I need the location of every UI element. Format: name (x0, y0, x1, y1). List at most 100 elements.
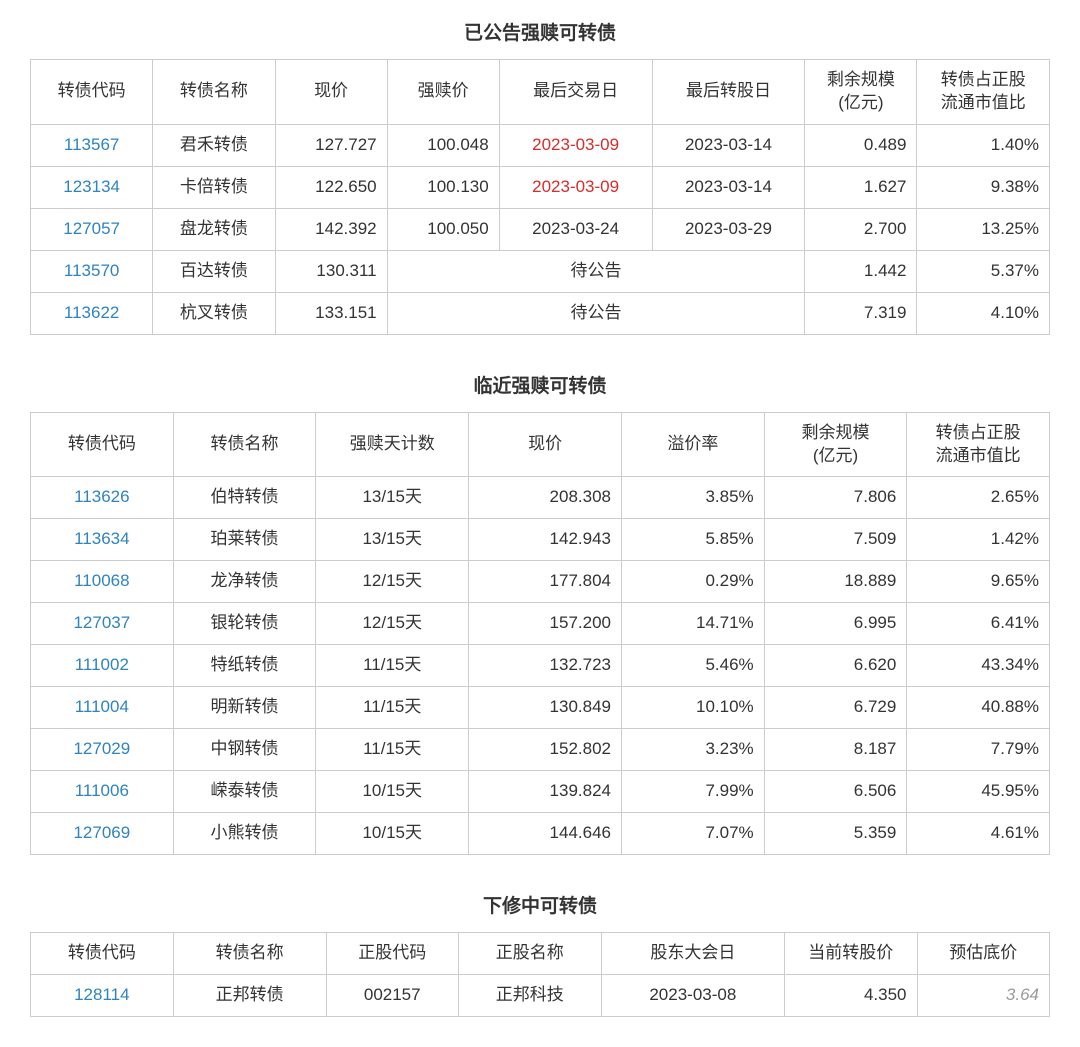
bond-code-cell: 127037 (31, 603, 174, 645)
bond-name-cell: 嵘泰转债 (173, 771, 316, 813)
table-row: 113622 杭叉转债133.151待公告7.3194.10% (31, 292, 1050, 334)
days-cell: 11/15天 (316, 645, 469, 687)
premium-cell: 14.71% (622, 603, 765, 645)
ratio-cell: 43.34% (907, 645, 1050, 687)
table-row: 113567君禾转债127.727100.0482023-03-092023-0… (31, 124, 1050, 166)
ratio-cell: 4.10% (917, 292, 1050, 334)
section-title-downward: 下修中可转债 (30, 891, 1050, 918)
price-cell: 144.646 (469, 812, 622, 854)
premium-cell: 3.85% (622, 477, 765, 519)
bond-code-cell: 123134 (31, 166, 153, 208)
last-trade-date-cell: 2023-03-09 (499, 124, 652, 166)
table-row: 127069小熊转债10/15天144.6467.07%5.3594.61% (31, 812, 1050, 854)
table-row: 110068龙净转债12/15天177.8040.29%18.8899.65% (31, 561, 1050, 603)
bond-name-cell: 杭叉转债 (153, 292, 275, 334)
bond-name-cell: 明新转债 (173, 687, 316, 729)
bond-code-link[interactable]: 113634 (74, 529, 129, 548)
bond-code-cell: 111004 (31, 687, 174, 729)
bond-code-link[interactable]: 123134 (63, 177, 120, 196)
remain-cell: 18.889 (764, 561, 907, 603)
bond-code-link[interactable]: 128114 (74, 985, 129, 1004)
column-header: 转债代码 (31, 412, 174, 477)
last-conv-date-cell: 2023-03-14 (652, 166, 805, 208)
table-row: 111006嵘泰转债10/15天139.8247.99%6.50645.95% (31, 771, 1050, 813)
bond-code-link[interactable]: 111006 (75, 781, 129, 800)
bond-code-link[interactable]: 113626 (74, 487, 129, 506)
ratio-cell: 5.37% (917, 250, 1050, 292)
table-row: 111002 特纸转债11/15天132.7235.46%6.62043.34% (31, 645, 1050, 687)
premium-cell: 3.23% (622, 729, 765, 771)
price-cell: 152.802 (469, 729, 622, 771)
price-cell: 132.723 (469, 645, 622, 687)
cur-price-cell: 4.350 (785, 974, 917, 1016)
price-cell: 130.311 (275, 250, 387, 292)
bond-code-cell: 127069 (31, 812, 174, 854)
bond-code-link[interactable]: 127069 (73, 823, 130, 842)
remain-cell: 6.995 (764, 603, 907, 645)
last-conv-date-cell: 2023-03-14 (652, 124, 805, 166)
bond-code-link[interactable]: 111004 (75, 697, 129, 716)
bond-code-link[interactable]: 111002 (75, 655, 129, 674)
table-row: 128114 正邦转债002157正邦科技2023-03-084.3503.64 (31, 974, 1050, 1016)
bond-name-cell: 伯特转债 (173, 477, 316, 519)
remain-cell: 7.319 (805, 292, 917, 334)
remain-cell: 8.187 (764, 729, 907, 771)
days-cell: 13/15天 (316, 519, 469, 561)
ratio-cell: 13.25% (917, 208, 1050, 250)
bond-code-cell: 113567 (31, 124, 153, 166)
remain-cell: 2.700 (805, 208, 917, 250)
remain-cell: 7.509 (764, 519, 907, 561)
column-header: 强赎价 (387, 60, 499, 125)
bond-code-link[interactable]: 110068 (74, 571, 129, 590)
bond-name-cell: 正邦转债 (173, 974, 326, 1016)
bond-code-link[interactable]: 127057 (63, 219, 120, 238)
bond-code-link[interactable]: 113622 (64, 303, 119, 322)
bond-code-cell: 113622 (31, 292, 153, 334)
pending-cell: 待公告 (387, 292, 805, 334)
days-cell: 11/15天 (316, 687, 469, 729)
price-cell: 157.200 (469, 603, 622, 645)
remain-cell: 6.620 (764, 645, 907, 687)
bond-code-link[interactable]: 113570 (64, 261, 119, 280)
price-cell: 142.392 (275, 208, 387, 250)
remain-cell: 1.627 (805, 166, 917, 208)
price-cell: 127.727 (275, 124, 387, 166)
bond-name-cell: 小熊转债 (173, 812, 316, 854)
ratio-cell: 1.40% (917, 124, 1050, 166)
price-cell: 133.151 (275, 292, 387, 334)
column-header: 转债代码 (31, 932, 174, 974)
table-approaching: 转债代码转债名称强赎天计数现价溢价率剩余规模(亿元)转债占正股流通市值比 113… (30, 412, 1050, 855)
bond-code-cell: 111006 (31, 771, 174, 813)
column-header: 剩余规模(亿元) (764, 412, 907, 477)
premium-cell: 7.07% (622, 812, 765, 854)
column-header: 最后交易日 (499, 60, 652, 125)
bond-code-cell: 111002 (31, 645, 174, 687)
days-cell: 12/15天 (316, 561, 469, 603)
column-header: 溢价率 (622, 412, 765, 477)
meeting-date-cell: 2023-03-08 (601, 974, 784, 1016)
bond-code-link[interactable]: 127037 (73, 613, 130, 632)
bond-name-cell: 特纸转债 (173, 645, 316, 687)
table-row: 127057盘龙转债142.392100.0502023-03-242023-0… (31, 208, 1050, 250)
remain-cell: 6.729 (764, 687, 907, 729)
price-cell: 130.849 (469, 687, 622, 729)
ratio-cell: 1.42% (907, 519, 1050, 561)
column-header: 预估底价 (917, 932, 1050, 974)
last-conv-date-cell: 2023-03-29 (652, 208, 805, 250)
stock-code-cell: 002157 (326, 974, 458, 1016)
bond-code-link[interactable]: 127029 (73, 739, 130, 758)
remain-cell: 0.489 (805, 124, 917, 166)
bond-code-link[interactable]: 113567 (64, 135, 119, 154)
days-cell: 10/15天 (316, 812, 469, 854)
est-floor-cell: 3.64 (917, 974, 1050, 1016)
ratio-cell: 4.61% (907, 812, 1050, 854)
bond-name-cell: 君禾转债 (153, 124, 275, 166)
ratio-cell: 7.79% (907, 729, 1050, 771)
last-trade-date-cell: 2023-03-09 (499, 166, 652, 208)
stock-name-cell: 正邦科技 (458, 974, 601, 1016)
bond-code-cell: 113634 (31, 519, 174, 561)
premium-cell: 5.46% (622, 645, 765, 687)
price-cell: 122.650 (275, 166, 387, 208)
bond-name-cell: 卡倍转债 (153, 166, 275, 208)
ratio-cell: 9.65% (907, 561, 1050, 603)
